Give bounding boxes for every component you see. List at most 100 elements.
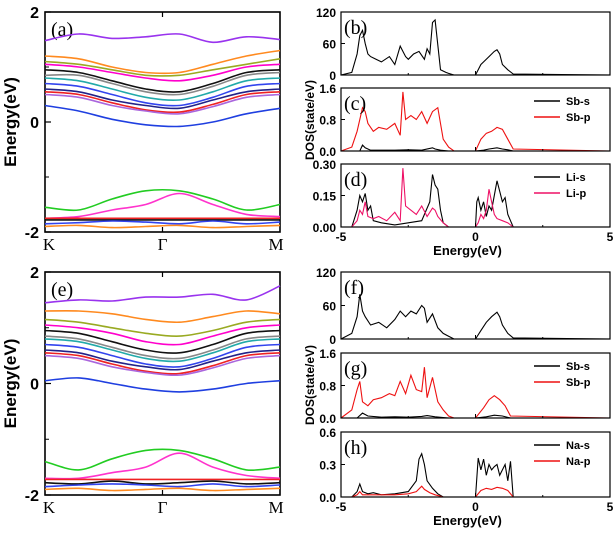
y-tick-label: 0.0 (319, 491, 336, 505)
band-line-black-1 (44, 329, 281, 354)
band-line-purple-top (44, 33, 281, 44)
dos-line-Sb-p (340, 367, 611, 419)
legend-label: Sb-p (566, 377, 591, 389)
band-line-magenta-vb (44, 192, 281, 220)
x-tick-label: 0 (472, 500, 479, 514)
band-line-red-1 (44, 91, 281, 114)
y-tick-label: 0.8 (319, 114, 336, 128)
y-tick-label: 0.0 (319, 145, 336, 159)
legend-label: Sb-p (566, 112, 591, 124)
panel-label: (d) (344, 169, 367, 191)
legend-label: Sb-s (566, 96, 590, 108)
panel-g: 0.0 0.8 1.6 (g) Sb-s Sb-p (319, 347, 611, 426)
y-tick-label: 2 (30, 5, 39, 22)
legend-label: Li-s (566, 172, 586, 184)
y-tick-label: 0 (329, 69, 336, 83)
y-tick-label: 1.6 (319, 82, 336, 96)
band-line-magenta-vb (44, 452, 281, 480)
band-line-blue-cb (44, 104, 281, 128)
k-point-label: K (43, 498, 56, 517)
k-point-label: Γ (158, 498, 168, 517)
panel-d: 0.00 0.15 0.30 -5 0 5 Energy(eV) (d) Li-s Li-p (313, 158, 614, 258)
panel-label: (g) (344, 358, 367, 380)
panel-e: 2 0 -2K Γ M Energy(eV) (e) (1, 265, 284, 517)
band-line-blue-1 (44, 82, 281, 107)
x-axis-label: Energy(eV) (433, 243, 502, 258)
y-axis-label: Energy(eV) (1, 77, 20, 167)
panel-f: 0 60 120 (f) (316, 266, 611, 347)
band-line-orange-vb (44, 224, 281, 229)
dos-line-Sb-s (341, 412, 610, 419)
y-tick-label: 0 (329, 333, 336, 347)
band-line-magenta-1 (44, 63, 281, 82)
legend-label: Na-s (566, 440, 590, 452)
y-tick-label: 120 (316, 6, 336, 20)
band-line-orange-1 (44, 49, 281, 75)
k-point-label: M (268, 498, 283, 517)
k-point-label: K (43, 235, 56, 254)
band-line-blue-vb (44, 220, 281, 225)
x-tick-label: -5 (336, 500, 347, 514)
band-line-blue-1 (44, 343, 281, 368)
band-line-orange-1 (44, 310, 281, 324)
legend-label: Sb-s (566, 361, 590, 373)
dos-line-Sb-s (341, 144, 610, 152)
band-line-olive-1 (44, 58, 281, 77)
y-tick-label: 0 (30, 377, 39, 394)
band-line-black-1 (44, 69, 281, 93)
panel-h: 0.0 0.3 0.6 -5 0 5 Energy(eV) (h) Na-s Na-p (319, 426, 613, 528)
band-line-olive-1 (44, 318, 281, 337)
panel-label: (b) (344, 17, 367, 39)
plot-frame (340, 271, 611, 340)
plot-frame (340, 11, 611, 76)
y-tick-label: 2 (30, 265, 39, 282)
y-tick-label: -2 (25, 225, 39, 242)
dos-line-Na-p (341, 485, 610, 498)
y-tick-label: 0.00 (313, 221, 337, 235)
panel-label: (e) (51, 279, 73, 301)
y-tick-label: 0.0 (319, 412, 336, 426)
dos-line-total (340, 18, 611, 76)
y-tick-label: 60 (323, 300, 337, 314)
band-line-blue-vb (44, 483, 281, 488)
x-tick-label: -5 (336, 230, 347, 244)
y-tick-label: 0.3 (319, 459, 336, 473)
dos-y-axis-label-bottom: DOS(state/eV) (303, 345, 317, 425)
band-line-black-vb (44, 480, 281, 485)
band-line-blue-cb (44, 377, 281, 393)
panel-label: (c) (344, 93, 366, 115)
dos-line-Sb-p (340, 91, 611, 152)
band-line-gray-1 (44, 335, 281, 360)
dos-line-total (340, 294, 611, 340)
band-line-purple-top (44, 285, 281, 304)
panel-b: 0 60 120 (b) (316, 6, 611, 83)
k-point-label: M (268, 235, 283, 254)
band-line-magenta-1 (44, 324, 281, 346)
y-tick-label: 0.30 (313, 158, 337, 172)
dos-line-Na-s (341, 452, 610, 498)
band-line-teal-1 (44, 77, 281, 102)
panel-label: (h) (344, 437, 367, 459)
band-line-green-vb (44, 448, 281, 472)
y-tick-label: 0.15 (313, 190, 337, 204)
band-line-orange-vb (44, 487, 281, 492)
x-tick-label: 5 (607, 500, 614, 514)
x-axis-label: Energy(eV) (433, 513, 502, 528)
x-tick-label: 0 (472, 230, 479, 244)
y-tick-label: 0.6 (319, 426, 336, 440)
legend-label: Li-p (566, 188, 586, 200)
band-line-green-vb (44, 188, 281, 212)
band-line-navy-1 (44, 349, 281, 371)
panel-label: (f) (344, 277, 364, 299)
band-line-navy-1 (44, 88, 281, 110)
plot-frame (44, 11, 281, 233)
band-line-violet-1 (44, 93, 281, 115)
x-tick-label: 5 (607, 230, 614, 244)
dos-y-axis-label-top: DOS(state/eV) (303, 80, 317, 160)
panel-c: 0.0 0.8 1.6 (c) Sb-s Sb-p (319, 82, 611, 159)
legend-label: Na-p (566, 456, 591, 468)
band-line-gray-1 (44, 71, 281, 96)
y-tick-label: 120 (316, 266, 336, 280)
